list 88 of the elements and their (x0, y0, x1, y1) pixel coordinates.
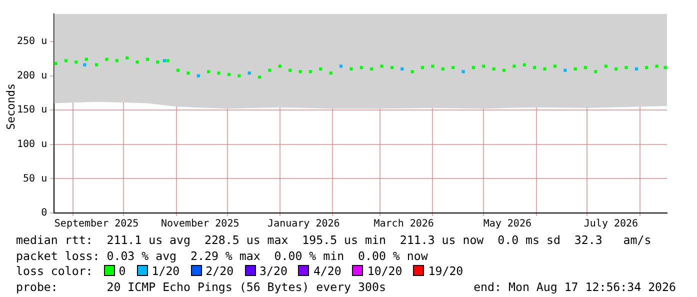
legend-label: 1/20 (152, 264, 180, 278)
legend-label: 3/20 (260, 264, 288, 278)
x-tick-label: November 2025 (160, 218, 240, 230)
point (94, 63, 98, 66)
point (594, 70, 598, 74)
text: median rtt: 211.1 us avg 228.5 us max 195.5 us min 211.3 us now 0.0 ms sd 32.3 am/s (16, 233, 652, 248)
text: end: Mon Aug 17 12:56:34 2026 (474, 280, 676, 295)
x-tick-label: January 2026 (268, 218, 340, 230)
point (462, 70, 465, 74)
point (645, 66, 648, 70)
point (74, 60, 78, 64)
y-axis-title: Seconds (4, 82, 18, 132)
point (360, 66, 363, 70)
point (400, 67, 404, 70)
point (83, 63, 86, 66)
point (105, 58, 108, 61)
point (136, 60, 139, 64)
legend-label: 10/20 (367, 264, 402, 278)
point (452, 66, 455, 70)
point (492, 67, 496, 70)
point (655, 64, 658, 68)
point (584, 66, 588, 70)
legend-label: 0 (118, 264, 126, 278)
point (176, 68, 180, 72)
point (512, 64, 516, 68)
legend-title: loss color: (16, 264, 93, 278)
point (146, 58, 150, 61)
point (564, 68, 567, 72)
point (288, 68, 292, 72)
point (115, 59, 118, 62)
point (339, 64, 343, 68)
point (329, 71, 332, 75)
point (482, 64, 486, 68)
point (420, 66, 424, 70)
point (522, 63, 526, 66)
y-tick-label: 50 u (23, 173, 48, 184)
point (410, 70, 414, 74)
point (186, 71, 190, 75)
point (156, 60, 160, 64)
point (227, 72, 231, 76)
point (319, 67, 322, 70)
point (278, 64, 282, 68)
point (54, 62, 58, 65)
x-tick-label: May 2026 (483, 218, 532, 230)
x-tick-label: September 2025 (54, 218, 139, 230)
point (248, 71, 251, 75)
point (624, 66, 628, 70)
point (472, 66, 476, 70)
point (441, 67, 444, 70)
point (664, 66, 667, 70)
point (380, 64, 384, 68)
point (604, 64, 608, 68)
point (238, 74, 241, 78)
point (533, 66, 536, 70)
point (502, 68, 506, 72)
point (574, 67, 577, 70)
point (64, 59, 68, 62)
point (162, 59, 166, 62)
point (298, 70, 302, 74)
point (614, 67, 618, 70)
point (431, 64, 434, 68)
point (196, 74, 200, 78)
y-tick-label: 250 u (16, 36, 48, 48)
text: probe: 20 ICMP Echo Pings (56 Bytes) every 300s (16, 280, 386, 295)
y-tick-label: 0 (41, 208, 48, 219)
point (268, 68, 272, 72)
legend-label: 2/20 (206, 264, 234, 278)
y-tick-label: 100 u (16, 138, 48, 150)
point (84, 58, 88, 61)
point (553, 64, 557, 68)
x-tick-label: July 2026 (584, 218, 638, 230)
y-tick-label: 150 u (16, 104, 48, 116)
x-tick-label: March 2026 (374, 218, 434, 230)
point (258, 76, 262, 79)
y-tick-label: 200 u (16, 70, 48, 82)
point (370, 67, 374, 70)
point (207, 70, 210, 74)
point (390, 66, 394, 70)
point (634, 67, 638, 70)
point (350, 67, 353, 70)
point (308, 70, 312, 74)
legend-label: 4/20 (313, 264, 342, 278)
point (126, 56, 129, 60)
point (217, 71, 220, 75)
point (166, 59, 170, 62)
text: packet loss: 0.03 % avg 2.29 % max 0.00 % min 0.00 % now (16, 248, 429, 264)
legend-label: 19/20 (428, 264, 464, 278)
point (543, 67, 546, 70)
